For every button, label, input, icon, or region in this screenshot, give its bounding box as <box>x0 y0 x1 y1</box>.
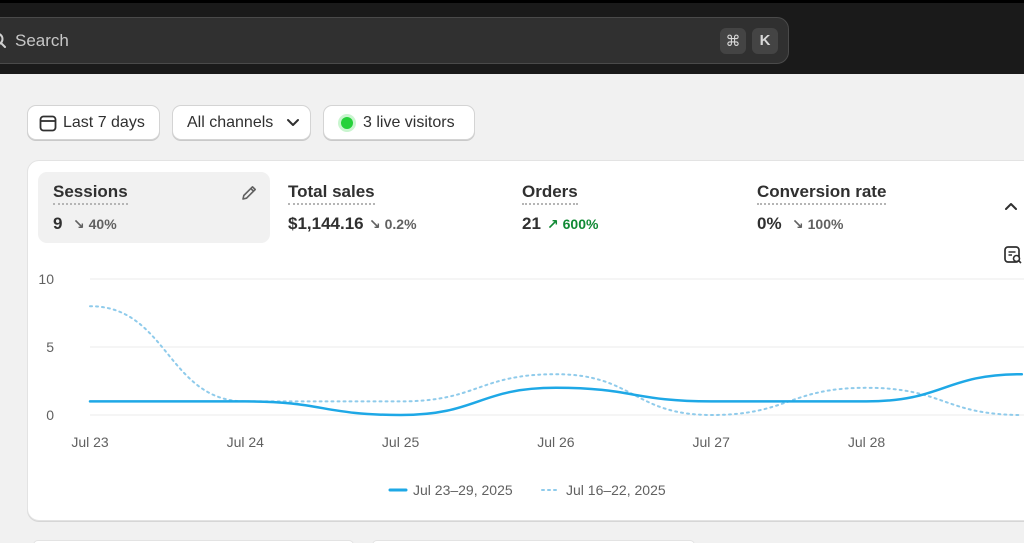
live-visitors-button[interactable]: 3 live visitors <box>323 105 475 140</box>
metric-value: 21 <box>522 214 541 233</box>
date-range-button[interactable]: Last 7 days <box>27 105 160 140</box>
chevron-down-icon <box>287 119 299 126</box>
metric-change: ↘ 0.2% <box>369 216 417 232</box>
x-tick-label: Jul 23 <box>71 434 109 450</box>
metric-label: Total sales <box>288 182 375 205</box>
metric-change: ↘ 40% <box>73 216 117 232</box>
metric-change: ↗ 600% <box>547 216 599 232</box>
metric-sessions[interactable]: Sessions 9 ↘ 40% <box>38 172 270 243</box>
channels-dropdown[interactable]: All channels <box>172 105 311 140</box>
x-tick-label: Jul 28 <box>848 434 886 450</box>
x-tick-label: Jul 24 <box>227 434 265 450</box>
metric-label: Conversion rate <box>757 182 887 205</box>
metric-value: 9 <box>53 214 63 233</box>
metric-conversion-rate[interactable]: Conversion rate 0% ↘ 100% <box>742 172 974 243</box>
shortcut-cmd-key: ⌘ <box>720 28 746 54</box>
series-line-current <box>88 372 1024 417</box>
live-visitors-label: 3 live visitors <box>363 114 455 131</box>
y-tick-label: 0 <box>46 407 54 423</box>
metric-label: Sessions <box>53 182 128 205</box>
legend-label-current: Jul 23–29, 2025 <box>413 482 513 498</box>
top-bar: Search ⌘ K <box>0 0 1024 74</box>
shortcut-k-key: K <box>752 28 778 54</box>
chevron-up-icon[interactable] <box>1003 200 1019 212</box>
pencil-icon[interactable] <box>240 184 258 202</box>
metric-total-sales[interactable]: Total sales $1,144.16 ↘ 0.2% <box>273 172 505 243</box>
y-tick-label: 5 <box>46 339 54 355</box>
metric-orders[interactable]: Orders 21 ↗ 600% <box>507 172 739 243</box>
analytics-card: Sessions 9 ↘ 40% Total sales $1,144.16 ↘… <box>27 160 1024 521</box>
search-bar[interactable]: Search ⌘ K <box>0 17 789 64</box>
legend-label-previous: Jul 16–22, 2025 <box>566 482 666 498</box>
series-line-previous <box>89 305 1023 417</box>
sessions-line-chart: 0 5 10 Jul 23 Jul 24 Jul 25 Jul 26 Jul 27 Jul 28… <box>38 271 1024 498</box>
metric-value: $1,144.16 <box>288 214 364 233</box>
search-placeholder: Search <box>15 31 69 50</box>
metric-label: Orders <box>522 182 578 205</box>
calendar-icon <box>39 115 57 132</box>
date-range-label: Last 7 days <box>63 114 145 131</box>
chart-inspect-icon[interactable] <box>1003 245 1023 265</box>
x-tick-label: Jul 25 <box>382 434 420 450</box>
search-icon <box>0 33 6 48</box>
metric-change: ↘ 100% <box>792 216 844 232</box>
x-tick-label: Jul 26 <box>537 434 575 450</box>
live-status-dot <box>341 117 353 129</box>
channels-label: All channels <box>187 114 274 131</box>
y-tick-label: 10 <box>38 271 54 287</box>
metric-value: 0% <box>757 214 782 233</box>
x-tick-label: Jul 27 <box>693 434 731 450</box>
